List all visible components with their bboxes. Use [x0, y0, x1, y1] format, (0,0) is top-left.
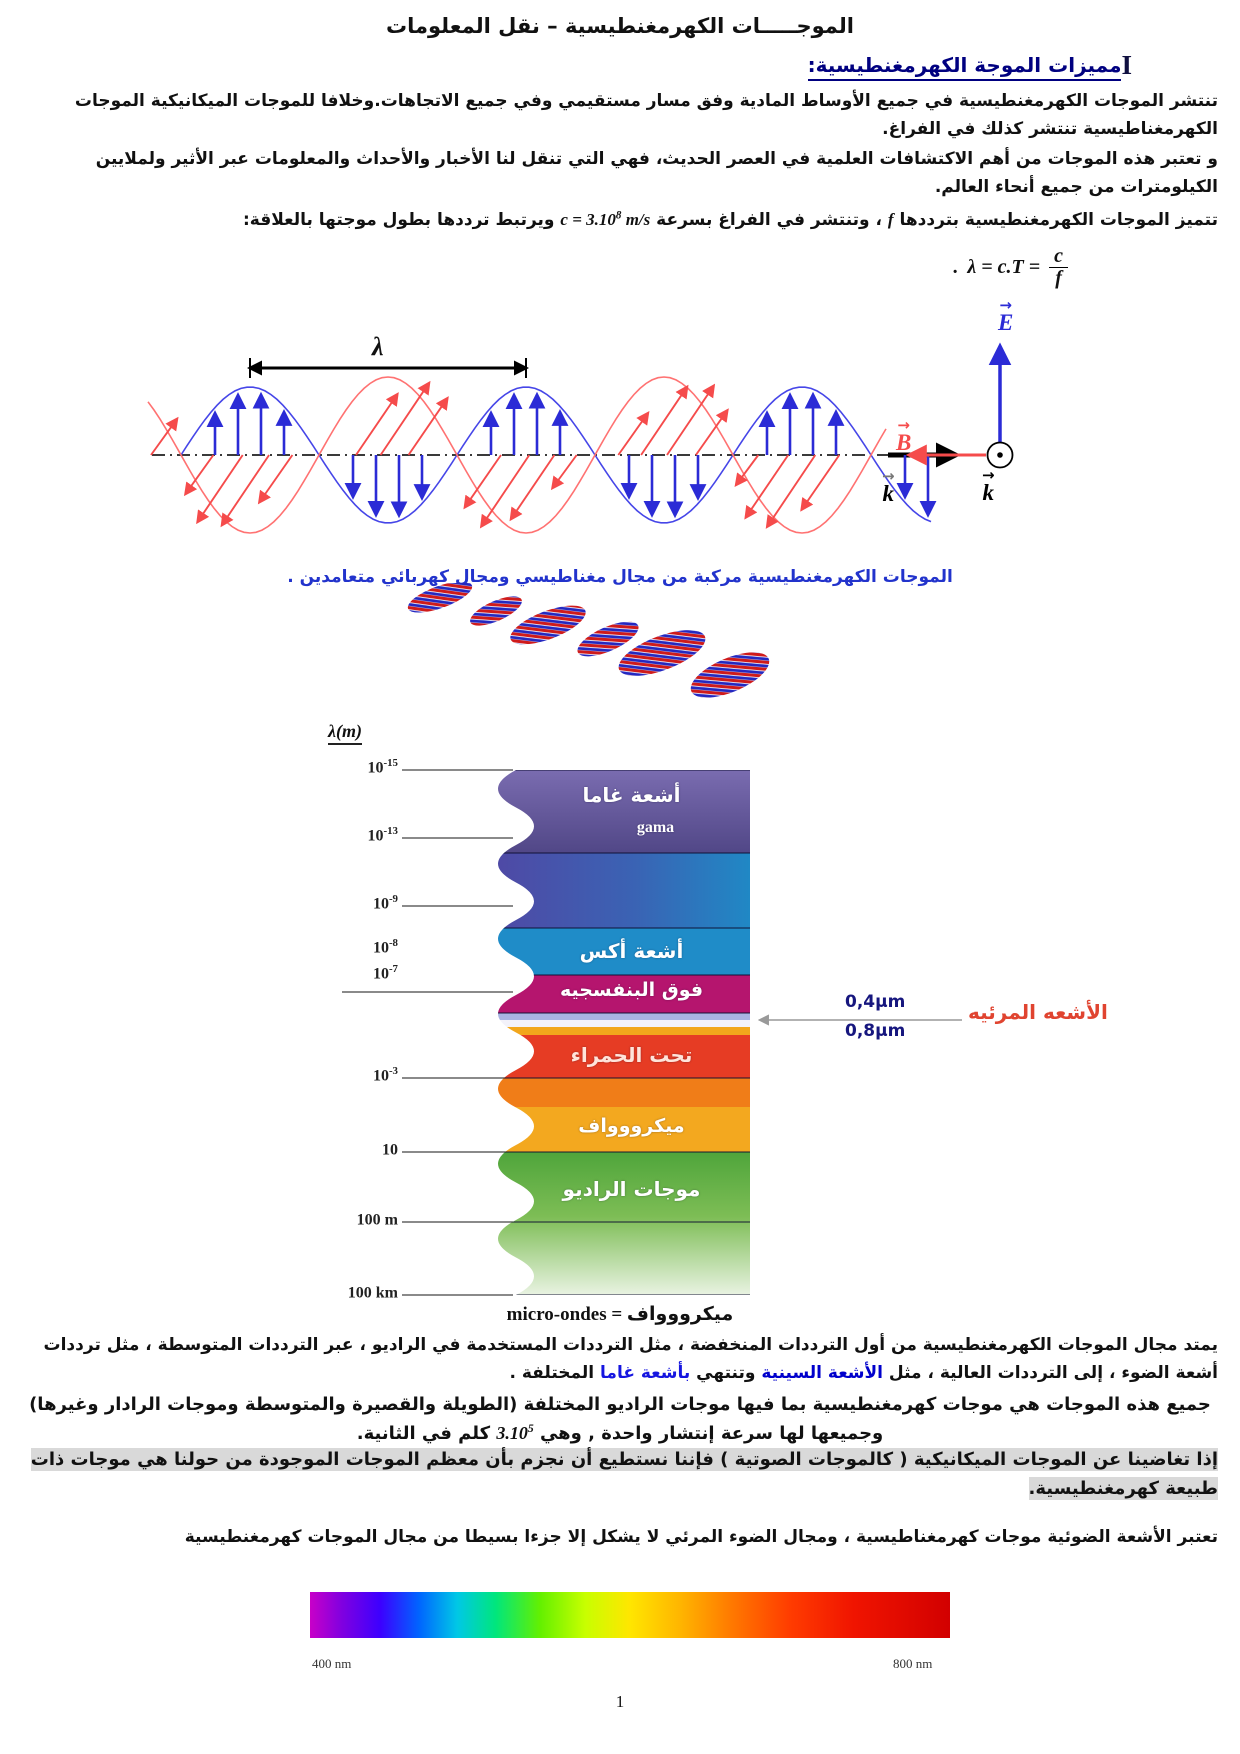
- section-heading-text: مميزات الموجة الكهرمغنطيسية:: [807, 53, 1122, 81]
- gamma-ray-label: أشعة غاما: [582, 783, 681, 807]
- wavelength-formula: . λ = c.T = c f: [953, 246, 1068, 289]
- formula-period: .: [953, 256, 959, 278]
- p3-text-a: تتميز الموجات الكهرمغنطيسية بترددها: [893, 210, 1218, 230]
- document-title: الموجـــــات الكهرمغنطيسية – نقل المعلوم…: [386, 14, 854, 38]
- tick-1e-9: 10-9: [372, 893, 398, 913]
- visible-rays-label: الأشعه المرئيه: [968, 1000, 1108, 1024]
- microwave-equivalence: micro-ondes = ميكرووواف: [506, 1303, 734, 1325]
- field-curves: [147, 376, 932, 534]
- field-arrows: [150, 380, 937, 529]
- band-visible: [498, 1013, 750, 1020]
- visible-spectrum-bar: [310, 1592, 950, 1638]
- em-spectrum-chart: λ(m) 10-15 10-13 10-9 10-8 10-7 10-3 10 …: [300, 715, 760, 1310]
- em-wave-figure: [147, 358, 961, 534]
- p3-text-c: ويرتبط ترددها بطول موجتها بالعلاقة:: [242, 210, 561, 230]
- formula-lhs: λ = c.T =: [967, 256, 1041, 278]
- vector-arrow-icon: →: [982, 466, 995, 484]
- tick-100m: 100 m: [356, 1211, 398, 1229]
- tick-1e-3: 10-3: [372, 1065, 398, 1085]
- tick-1e-8: 10-8: [372, 937, 398, 957]
- k-vector-label: → k: [882, 467, 895, 507]
- band-gamma: [498, 770, 750, 853]
- paragraph-propagation: تنتشر الموجات الكهرمغنطيسية في جميع الأو…: [74, 91, 1218, 139]
- bar-800nm-label: 800 nm: [893, 1656, 933, 1671]
- xray-label: أشعة أكس: [579, 939, 684, 963]
- uv-label: فوق البنفسجيه: [559, 979, 704, 1001]
- triad-figure: [905, 342, 1014, 469]
- tick-10: 10: [382, 1141, 398, 1159]
- band-uv: [498, 975, 750, 1013]
- vector-arrow-icon: →: [897, 416, 910, 434]
- spectrum-figure: [342, 769, 750, 1296]
- tick-100km: 100 km: [347, 1284, 398, 1302]
- band-xray: [498, 928, 750, 975]
- frequency-symbol: f: [887, 210, 894, 229]
- visible-range-pointer: [757, 1014, 962, 1026]
- micro-ondes-latin: micro-ondes: [506, 1304, 607, 1325]
- spectrum-bands: [498, 770, 750, 1295]
- tick-lines: [342, 769, 513, 1296]
- band-microwave: [498, 1107, 750, 1152]
- micro-ondes-arabic: ميكرووواف: [626, 1303, 734, 1325]
- tick-1e-15: 10-15: [367, 757, 399, 777]
- striped-wave-lobes: [407, 581, 770, 698]
- bar-400nm-label: 400 nm: [312, 1656, 352, 1671]
- visible-lower-bound: 0,8μm: [845, 1021, 906, 1041]
- paragraph-spectrum-range: يمتد مجال الموجات الكهرمغنطيسية من أول ا…: [43, 1335, 1218, 1383]
- paragraph-frequency: تتميز الموجات الكهرمغنطيسية بترددها f ، …: [22, 206, 1218, 235]
- radio-waves-label: موجات الراديو: [562, 1177, 701, 1201]
- em-wave-3d-art: [400, 581, 780, 701]
- lambda-symbol: λ: [372, 332, 384, 361]
- gamma-term: بأشعة غاما: [600, 1362, 691, 1383]
- b-field-label: → B: [896, 416, 912, 456]
- band-infrared: [498, 1035, 750, 1078]
- vector-arrow-icon: →: [999, 296, 1012, 314]
- paragraph-all-em-waves: جميع هذه الموجات هي موجات كهرمغنطيسية بم…: [29, 1394, 1211, 1445]
- speed-value: 3.105: [496, 1422, 534, 1444]
- tick-1e-13: 10-13: [367, 825, 399, 845]
- spectrum-axis-label: λ(m): [328, 721, 362, 745]
- speed-of-light-value: c = 3.108 m/s: [560, 209, 651, 229]
- vector-arrow-icon: →: [882, 467, 895, 485]
- visible-upper-bound: 0,4μm: [845, 992, 906, 1012]
- field-triad-diagram: → E → B → k: [880, 295, 1090, 510]
- section-heading: Iمميزات الموجة الكهرمغنطيسية:: [807, 50, 1132, 81]
- gamma-latin-label: gama: [636, 819, 675, 836]
- paragraph-light-waves: تعتبر الأشعة الضوئية موجات كهرمغناطيسية …: [184, 1527, 1218, 1547]
- paragraph-mechanical-waves: إذا تغاضينا عن الموجات الميكانيكية ( كال…: [30, 1448, 1218, 1500]
- tick-1e-7: 10-7: [372, 963, 398, 983]
- e-field-label: → E: [998, 296, 1014, 336]
- xray-term: الأشعة السينية: [761, 1362, 884, 1383]
- paragraph-importance: و تعتبر هذه الموجات من أهم الاكتشافات ال…: [95, 149, 1218, 197]
- em-wave-diagram: λ → k: [140, 330, 980, 580]
- infrared-label: تحت الحمراء: [570, 1043, 693, 1067]
- p3-text-b: ، وتنتشر في الفراغ بسرعة: [650, 210, 888, 230]
- section-numeral: I: [1121, 50, 1132, 80]
- k-vector-label: → k: [982, 466, 995, 506]
- band-radio: [498, 1152, 750, 1295]
- microwave-label: ميكرووواف: [578, 1115, 685, 1137]
- page-number: 1: [615, 1692, 625, 1711]
- wave-caption: الموجات الكهرمغنطيسية مركبة من مجال مغنا…: [287, 567, 953, 587]
